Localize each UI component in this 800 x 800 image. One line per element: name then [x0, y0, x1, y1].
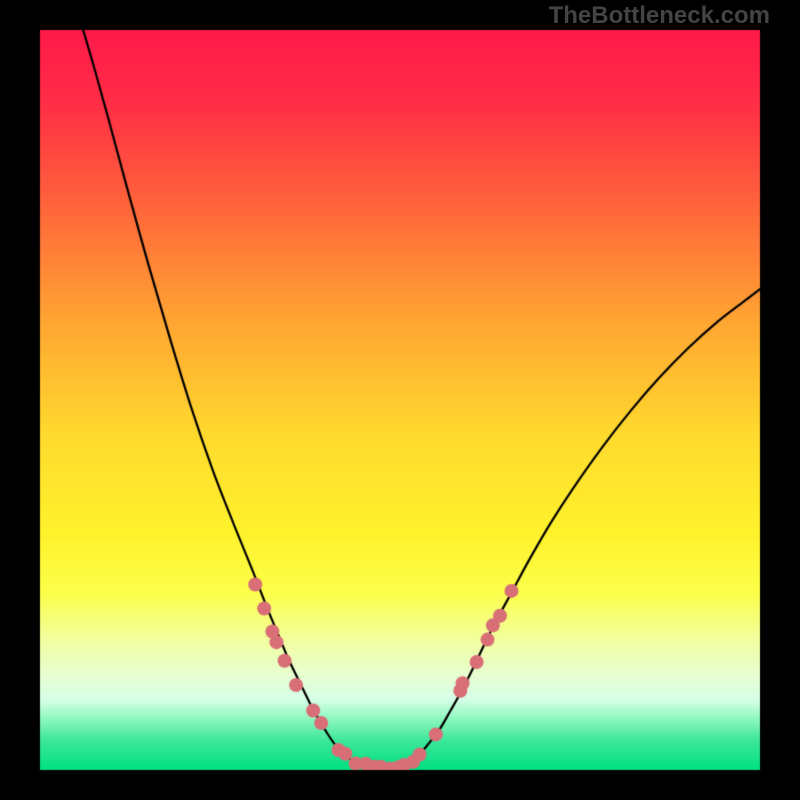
chart-stage: TheBottleneck.com: [0, 0, 800, 800]
bottleneck-chart-canvas: [0, 0, 800, 800]
watermark-text: TheBottleneck.com: [549, 2, 770, 30]
